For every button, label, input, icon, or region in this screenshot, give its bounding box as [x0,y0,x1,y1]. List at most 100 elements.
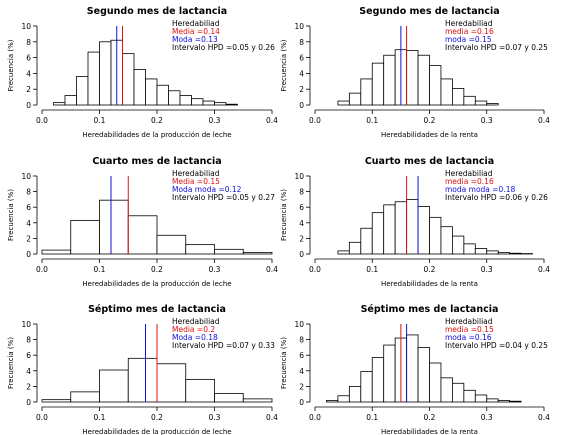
y-tick-label: 2 [26,85,31,94]
legend-hpd-label: Intervalo HPD =0.05 y 0.27 [172,193,275,202]
histogram-bar [214,102,227,106]
histogram-bar [360,227,373,255]
histogram-bar [497,400,511,403]
x-axis-label: Heredabilidades de la renta [381,131,478,139]
x-tick-label: 0.3 [209,265,221,274]
x-tick-label: 0.4 [538,413,550,422]
legend-title: Heredabiliad [445,19,493,28]
legend-title: Heredabiliad [445,169,493,178]
histogram-bar [360,78,373,106]
histogram-bar [497,252,511,255]
y-tick-label: 0 [299,250,304,259]
histogram-bar [394,201,407,255]
x-tick-label: 0.3 [481,413,493,422]
chart-title: Cuarto mes de lactancia [365,156,494,167]
histogram-bar [440,226,453,255]
histogram-bar [185,378,215,403]
legend-mean-label: media =0.16 [445,27,494,36]
histogram-bar [41,399,72,403]
histogram-panel-1: Segundo mes de lactancia 0.0 0.1 0.2 0.3 0.4 0… [7,6,278,139]
legend-title: Heredabiliad [172,19,220,28]
y-tick-label: 4 [299,219,304,228]
x-tick-label: 0.3 [481,116,493,125]
histogram-bar [429,65,442,106]
legend-title: Heredabiliad [172,169,220,178]
y-tick-label: 0 [299,101,304,110]
y-axis-label: Frecuencia (%) [280,39,288,91]
histogram-panel-6: Séptimo mes de lactancia 0.0 0.1 0.2 0.3 0.4 0… [280,304,550,435]
y-tick-label: 8 [299,188,304,197]
chart-title: Cuarto mes de lactancia [92,156,221,167]
y-tick-label: 10 [21,22,31,31]
x-axis-label: Heredabilidades de la renta [381,280,478,288]
y-axis-label: Frecuencia (%) [7,39,15,91]
y-tick-label: 4 [299,69,304,78]
x-tick-label: 0.4 [266,116,278,125]
histogram-bar [185,244,215,255]
x-tick-label: 0.2 [424,265,436,274]
histogram-bar [451,235,465,255]
histogram-bar [168,90,181,106]
histogram-bar [406,334,419,403]
histogram-bar [214,393,244,403]
histogram-bar [242,252,273,255]
y-tick-label: 2 [26,382,31,391]
legend-mean-label: media =0.16 [445,177,494,186]
histogram-bar [87,51,100,106]
histogram-bar [440,78,453,106]
y-tick-label: 2 [299,382,304,391]
histogram-panel-2: Segundo mes de lactancia 0.0 0.1 0.2 0.3 0.4 0… [280,6,550,139]
histogram-bar [133,69,146,106]
chart-title: Séptimo mes de lactancia [88,304,226,315]
histogram-bar [451,382,465,403]
x-tick-label: 0.1 [94,265,106,274]
histogram-bar [429,216,442,255]
x-tick-label: 0.4 [538,265,550,274]
histogram-bar [451,88,465,106]
chart-title: Segundo mes de lactancia [359,6,499,17]
histogram-bar [429,362,442,403]
histogram-bar [156,84,169,106]
legend-hpd-label: Intervalo HPD =0.05 y 0.26 [172,43,275,52]
x-tick-label: 0.1 [366,265,378,274]
legend-mode-label: Moda =0.18 [172,333,218,342]
y-tick-label: 4 [26,367,31,376]
y-tick-label: 6 [299,203,304,212]
y-tick-label: 8 [26,336,31,345]
chart-title: Segundo mes de lactancia [87,6,227,17]
legend-mode-label: moda =0.15 [445,35,492,44]
x-tick-label: 0.3 [209,116,221,125]
histogram-bar [371,212,385,255]
histogram-bar [337,395,350,403]
y-axis-label: Frecuencia (%) [7,189,15,241]
x-tick-label: 0.2 [424,413,436,422]
y-tick-label: 8 [299,336,304,345]
histogram-bar [41,249,72,255]
x-tick-label: 0.0 [36,265,48,274]
x-axis-label: Heredabilidades de la renta [381,428,478,435]
legend-mean-label: media =0.15 [445,325,494,334]
y-tick-label: 0 [299,398,304,407]
y-tick-label: 0 [26,101,31,110]
histogram-bar [406,198,419,255]
y-tick-label: 8 [299,38,304,47]
y-tick-label: 10 [294,320,304,329]
histogram-bar [486,398,499,403]
x-tick-label: 0.1 [366,413,378,422]
histogram-bar [383,54,396,106]
legend-mode-label: moda moda =0.18 [445,185,515,194]
histogram-bar [122,53,135,106]
histogram-bar [99,199,129,255]
histogram-bar [474,100,488,106]
legend-mean-label: Media =0.14 [172,27,220,36]
y-tick-label: 2 [299,234,304,243]
x-tick-label: 0.4 [266,413,278,422]
histogram-bar [70,220,100,255]
legend-title: Heredabiliad [445,317,493,326]
y-tick-label: 10 [294,22,304,31]
histogram-bar [127,357,158,403]
y-tick-label: 10 [21,320,31,329]
x-tick-label: 0.4 [538,116,550,125]
histogram-bar [371,357,385,403]
legend-mean-label: Media =0.2 [172,325,215,334]
